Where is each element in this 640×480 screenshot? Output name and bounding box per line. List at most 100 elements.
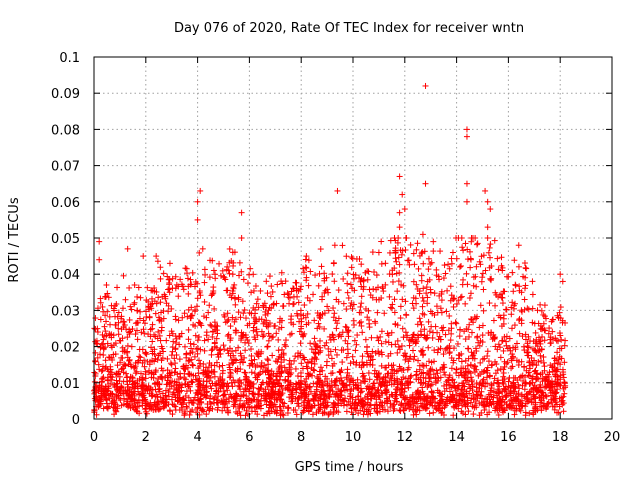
- data-point-marker: [453, 320, 460, 327]
- data-point-marker: [182, 376, 189, 383]
- data-point-marker: [311, 360, 318, 367]
- data-point-marker: [269, 352, 276, 359]
- data-point-marker: [330, 314, 337, 321]
- data-point-marker: [420, 260, 427, 267]
- data-point-marker: [525, 344, 532, 351]
- data-point-marker: [275, 336, 282, 343]
- data-point-marker: [487, 277, 494, 284]
- data-point-marker: [460, 247, 467, 254]
- data-point-marker: [462, 240, 469, 247]
- data-point-marker: [521, 260, 528, 267]
- data-point-marker: [414, 240, 421, 247]
- data-point-marker: [480, 307, 487, 314]
- data-point-marker: [465, 381, 472, 388]
- data-point-marker: [105, 354, 112, 361]
- data-point-marker: [425, 344, 432, 351]
- data-point-marker: [378, 260, 385, 267]
- data-point-marker: [132, 331, 139, 338]
- data-point-marker: [375, 249, 382, 256]
- data-point-marker: [276, 319, 283, 326]
- data-point-marker: [440, 324, 447, 331]
- data-point-marker: [282, 337, 289, 344]
- data-point-marker: [97, 344, 104, 351]
- data-point-marker: [113, 377, 120, 384]
- data-point-marker: [165, 286, 172, 293]
- data-point-marker: [487, 241, 494, 248]
- data-point-marker: [254, 296, 261, 303]
- data-point-marker: [423, 284, 430, 291]
- data-point-marker: [317, 337, 324, 344]
- data-point-marker: [144, 284, 151, 291]
- data-point-marker: [464, 246, 471, 253]
- data-point-marker: [301, 378, 308, 385]
- data-point-marker: [223, 383, 230, 390]
- data-point-marker: [430, 238, 437, 245]
- data-point-marker: [357, 303, 364, 310]
- data-point-marker: [480, 286, 487, 293]
- data-point-marker: [196, 249, 203, 256]
- data-point-marker: [309, 411, 316, 418]
- data-point-marker: [433, 367, 440, 374]
- data-point-marker: [458, 235, 465, 241]
- x-tick-label: 4: [193, 430, 201, 445]
- data-point-marker: [369, 249, 376, 256]
- data-point-marker: [344, 270, 351, 277]
- data-point-marker: [331, 242, 338, 249]
- data-point-marker: [500, 380, 507, 387]
- data-point-marker: [396, 209, 403, 216]
- data-point-marker: [172, 313, 179, 320]
- data-point-marker: [369, 361, 376, 368]
- data-point-marker: [184, 313, 191, 320]
- data-point-marker: [448, 365, 455, 372]
- data-point-marker: [358, 300, 365, 307]
- data-point-marker: [345, 294, 352, 301]
- data-point-marker: [147, 301, 154, 308]
- data-point-marker: [512, 282, 519, 289]
- data-point-marker: [165, 276, 172, 283]
- data-point-marker: [339, 242, 346, 249]
- data-point-marker: [422, 180, 429, 187]
- data-point-marker: [293, 411, 300, 418]
- data-point-marker: [348, 254, 355, 261]
- data-point-marker: [230, 377, 237, 384]
- data-point-marker: [349, 305, 356, 312]
- data-point-marker: [371, 269, 378, 276]
- data-point-marker: [301, 302, 308, 309]
- data-point-marker: [124, 342, 131, 349]
- data-point-marker: [429, 334, 436, 341]
- data-point-marker: [171, 402, 178, 409]
- data-point-marker: [521, 386, 528, 393]
- data-point-marker: [323, 362, 330, 369]
- data-point-marker: [365, 268, 372, 275]
- data-point-marker: [495, 411, 502, 418]
- data-point-marker: [281, 364, 288, 371]
- data-point-marker: [250, 271, 257, 278]
- data-point-marker: [132, 370, 139, 377]
- data-point-marker: [177, 276, 184, 283]
- data-point-marker: [340, 300, 347, 307]
- data-point-marker: [120, 305, 127, 312]
- data-point-marker: [441, 262, 448, 269]
- data-point-marker: [247, 265, 254, 272]
- data-point-marker: [532, 367, 539, 374]
- data-point-marker: [481, 355, 488, 362]
- data-point-marker: [311, 367, 318, 374]
- data-point-marker: [251, 356, 258, 363]
- data-point-marker: [515, 263, 522, 270]
- data-point-marker: [158, 309, 165, 316]
- data-point-marker: [418, 321, 425, 328]
- data-point-marker: [139, 359, 146, 366]
- data-point-marker: [398, 251, 405, 258]
- data-point-marker: [229, 314, 236, 321]
- data-point-marker: [238, 209, 245, 216]
- data-point-marker: [185, 306, 192, 313]
- data-point-marker: [242, 347, 249, 354]
- data-point-marker: [253, 300, 260, 307]
- data-point-marker: [298, 360, 305, 367]
- data-point-marker: [240, 310, 247, 317]
- data-point-marker: [447, 283, 454, 290]
- data-point-marker: [518, 307, 525, 314]
- data-point-marker: [356, 255, 363, 262]
- data-point-marker: [315, 320, 322, 327]
- data-point-marker: [534, 307, 541, 314]
